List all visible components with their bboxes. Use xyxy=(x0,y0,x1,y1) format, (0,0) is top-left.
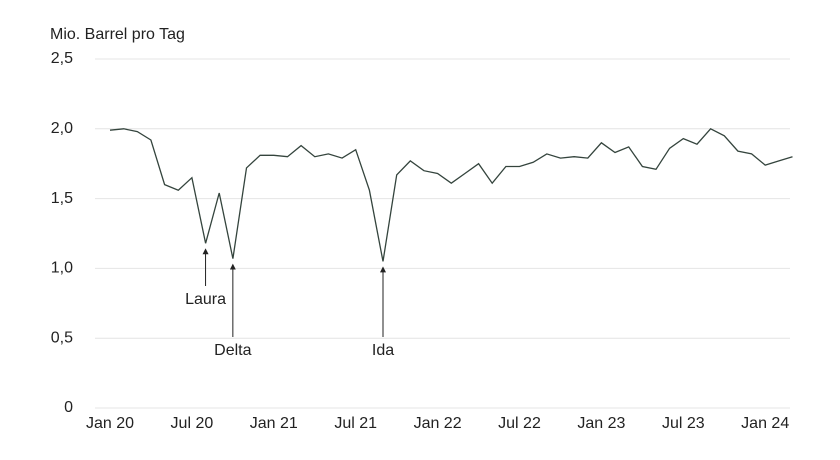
x-tick-label: Jan 24 xyxy=(741,415,789,432)
y-tick-label: 1,0 xyxy=(51,260,73,277)
x-tick-label: Jul 22 xyxy=(498,415,541,432)
x-tick-label: Jan 23 xyxy=(577,415,625,432)
x-tick-label: Jan 21 xyxy=(250,415,298,432)
x-tick-label: Jan 20 xyxy=(86,415,134,432)
x-tick-label: Jul 21 xyxy=(334,415,377,432)
y-tick-label: 2,5 xyxy=(51,50,73,67)
line xyxy=(109,127,793,262)
annotation: Ida xyxy=(372,342,394,359)
x-tick-label: Jul 20 xyxy=(171,415,214,432)
y-tick-label: 0,5 xyxy=(51,329,73,346)
y-tick-label: 1,5 xyxy=(51,190,73,207)
x-tick-label: Jan 22 xyxy=(414,415,462,432)
y-tick-label: 0 xyxy=(64,399,73,416)
y-tick-label: 2,0 xyxy=(51,120,73,137)
y-axis-title: Mio. Barrel pro Tag xyxy=(50,26,185,43)
x-tick-label: Jul 23 xyxy=(662,415,705,432)
annotation: Delta xyxy=(214,342,251,359)
annotation: Laura xyxy=(185,291,226,308)
